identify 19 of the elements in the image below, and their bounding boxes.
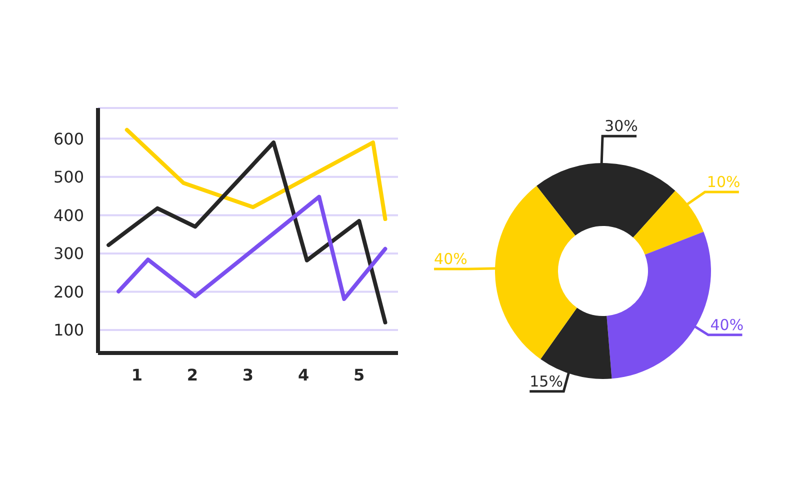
- y-tick-label: 400: [53, 206, 84, 225]
- x-tick-label: 2: [186, 365, 198, 384]
- data-label: 30%: [604, 117, 638, 136]
- y-tick-label: 500: [53, 168, 84, 187]
- y-tick-label: 300: [53, 244, 84, 264]
- line-series: [106, 140, 388, 324]
- data-label: 15%: [530, 372, 563, 390]
- y-tick-label: 200: [53, 282, 84, 302]
- data-label: 40%: [434, 250, 468, 268]
- y-tick-label: 100: [53, 320, 84, 340]
- data-label: 10%: [706, 173, 740, 192]
- y-tick-label: 600: [53, 129, 84, 148]
- x-tick-label: 4: [298, 365, 310, 384]
- x-tick-label: 5: [354, 365, 365, 384]
- line-series: [124, 128, 388, 222]
- line-series: [116, 194, 388, 302]
- x-tick-label: 3: [242, 365, 254, 384]
- x-tick-label: 1: [131, 365, 142, 384]
- data-label: 40%: [710, 316, 744, 334]
